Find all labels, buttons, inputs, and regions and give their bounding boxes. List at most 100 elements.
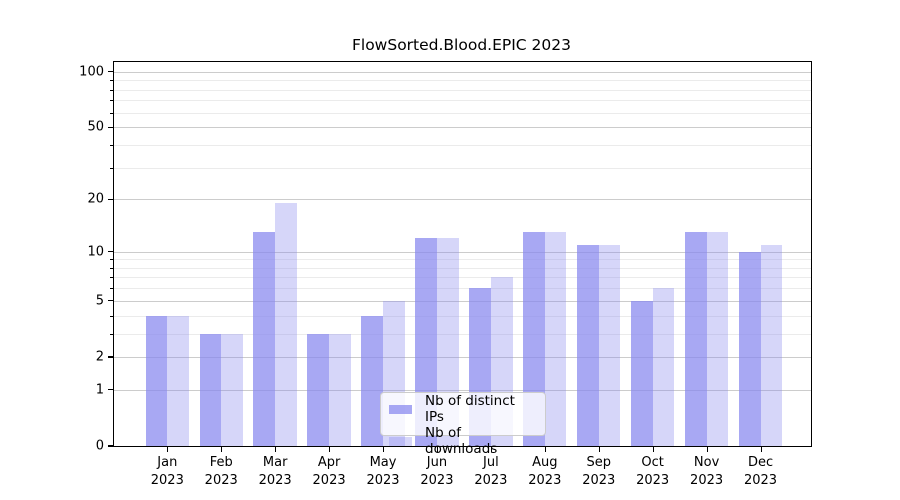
y-tick [107, 356, 113, 358]
minor-gridline [114, 259, 811, 261]
y-tick-label: 5 [95, 293, 104, 309]
x-tick-label: Feb 2023 [205, 454, 238, 489]
bar-downloads-mar [275, 203, 297, 446]
x-tick [598, 447, 600, 453]
bar-downloads-dec [760, 244, 783, 446]
minor-gridline [114, 277, 811, 279]
minor-gridline [114, 100, 811, 102]
x-tick-year: 2023 [474, 472, 508, 488]
y-tick [107, 126, 113, 128]
minor-gridline [114, 267, 811, 269]
bar-ips-nov [684, 232, 707, 446]
chart-title: FlowSorted.Blood.EPIC 2023 [351, 36, 572, 54]
x-tick-year: 2023 [636, 472, 670, 488]
bar-ips-feb [199, 333, 222, 446]
plot-area: 0 1 2 5 10 20 50 100 Jan 2023 Feb 2023 Mar 2023 Apr 202… [79, 61, 812, 488]
y-tick [107, 250, 113, 253]
legend: Nb of distinct IPs Nb of downloads [380, 392, 546, 457]
x-tick [652, 447, 654, 453]
y-tick [107, 445, 113, 447]
bar-downloads-oct [652, 288, 675, 446]
y-minor-tick [109, 112, 113, 114]
x-tick-month: Dec [747, 455, 774, 470]
x-tick [544, 447, 546, 453]
y-tick-label: 20 [87, 191, 104, 207]
bar-downloads-feb [221, 333, 243, 446]
y-minor-tick [109, 80, 113, 82]
y-tick [107, 389, 113, 391]
x-tick-year: 2023 [204, 472, 238, 488]
x-tick-label: Jan 2023 [151, 454, 184, 489]
x-tick-month: Jun [426, 455, 448, 470]
bar-ips-may [361, 315, 383, 446]
x-tick-year: 2023 [366, 472, 400, 488]
x-tick-year: 2023 [690, 472, 724, 488]
x-tick-label: Mar 2023 [259, 454, 292, 489]
x-tick [383, 447, 385, 453]
x-tick [275, 447, 277, 453]
x-tick-month: Feb [209, 455, 233, 470]
bar-downloads-apr [329, 333, 351, 446]
y-minor-tick [109, 267, 113, 269]
y-tick [107, 198, 113, 200]
major-gridline [114, 71, 811, 73]
x-tick-label: Sep 2023 [582, 454, 615, 489]
x-tick-month: Jul [483, 455, 499, 470]
x-tick-month: Mar [262, 455, 288, 470]
x-tick-year: 2023 [420, 472, 454, 488]
y-minor-tick [109, 259, 113, 261]
x-tick-month: Oct [641, 455, 664, 470]
bar-downloads-jan [167, 315, 189, 446]
minor-gridline [114, 144, 811, 146]
minor-gridline [114, 288, 811, 290]
bar-ips-mar [253, 232, 276, 446]
x-tick-label: Oct 2023 [636, 454, 669, 489]
y-minor-tick [109, 315, 113, 317]
y-minor-tick [109, 100, 113, 102]
minor-gridline [114, 89, 811, 91]
bar-downloads-sep [598, 244, 621, 446]
x-tick [167, 447, 169, 453]
y-tick-label: 2 [95, 349, 104, 365]
x-tick-month: Aug [532, 455, 558, 470]
bar-ips-sep [577, 244, 599, 446]
major-gridline [114, 389, 811, 391]
major-gridline [114, 251, 811, 253]
x-tick-year: 2023 [743, 472, 778, 488]
x-tick-month: Sep [586, 455, 611, 470]
x-tick-label: Jul 2023 [474, 454, 507, 489]
minor-gridline [114, 80, 811, 82]
bar-ips-oct [630, 300, 653, 446]
x-tick-month: Jan [157, 455, 178, 470]
legend-item: Nb of distinct IPs [389, 393, 537, 425]
minor-gridline [114, 315, 811, 317]
y-tick [107, 71, 113, 73]
y-tick-label: 10 [87, 244, 104, 260]
x-tick [436, 447, 439, 453]
y-minor-tick [109, 277, 113, 279]
minor-gridline [114, 112, 811, 114]
y-tick-label: 1 [95, 382, 104, 398]
y-tick-label: 0 [95, 438, 104, 454]
bar-ips-dec [738, 251, 761, 446]
y-minor-tick [109, 144, 113, 146]
x-tick-year: 2023 [528, 472, 562, 488]
bar-ips-jan [145, 315, 168, 446]
y-minor-tick [109, 333, 113, 335]
x-tick-label: Aug 2023 [528, 454, 561, 489]
x-tick-year: 2023 [312, 472, 346, 488]
x-tick-label: Jun 2023 [420, 454, 453, 489]
legend-label: Nb of distinct IPs [425, 393, 515, 425]
major-gridline [114, 127, 811, 129]
major-gridline [114, 199, 811, 201]
x-tick [329, 447, 331, 453]
legend-label: Nb of downloads [425, 425, 498, 457]
bar-downloads-aug [544, 232, 567, 446]
minor-gridline [114, 333, 811, 335]
x-tick [221, 447, 223, 453]
y-tick [107, 300, 113, 302]
x-tick-month: Nov [693, 455, 720, 470]
minor-gridline [114, 167, 811, 169]
bar-ips-apr [307, 333, 330, 446]
